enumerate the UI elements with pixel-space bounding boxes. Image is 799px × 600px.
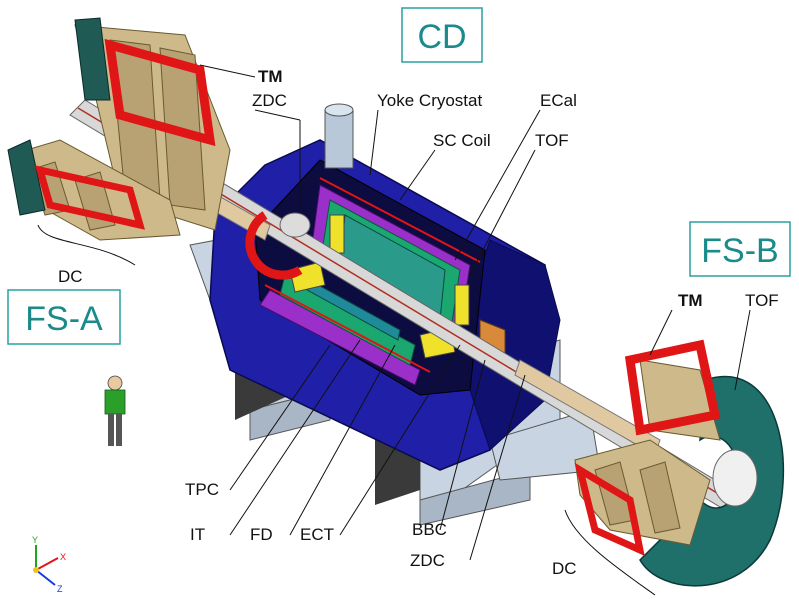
label-tpc: TPC bbox=[185, 480, 219, 499]
label-dc-left: DC bbox=[58, 267, 83, 286]
label-tof-top: TOF bbox=[535, 131, 569, 150]
label-tof-right: TOF bbox=[745, 291, 779, 310]
component-labels: TM ZDC Yoke Cryostat ECal SC Coil TOF DC… bbox=[58, 67, 779, 578]
region-fs-b-label: FS-B bbox=[701, 232, 778, 270]
fs-b-spectrometer bbox=[574, 339, 785, 587]
central-detector bbox=[209, 103, 561, 471]
region-fs-a: FS-A bbox=[7, 289, 121, 345]
leader-lines bbox=[37, 64, 751, 596]
zdc-left bbox=[245, 211, 311, 280]
axis-x-label: X bbox=[60, 552, 66, 562]
axis-z-label: Z bbox=[57, 584, 63, 594]
axis-y-label: Y bbox=[32, 535, 38, 545]
region-cd: CD bbox=[401, 7, 483, 63]
region-fs-b: FS-B bbox=[689, 221, 791, 277]
fs-a-spectrometer bbox=[7, 17, 231, 241]
label-ecal: ECal bbox=[540, 91, 577, 110]
label-ect: ECT bbox=[300, 525, 334, 544]
label-zdc-bottom: ZDC bbox=[410, 551, 445, 570]
region-fs-a-label: FS-A bbox=[25, 300, 103, 338]
label-sc-coil: SC Coil bbox=[433, 131, 491, 150]
label-zdc-top: ZDC bbox=[252, 91, 287, 110]
label-tm-right: TM bbox=[678, 291, 703, 310]
axes-icon: Y X Z bbox=[32, 535, 66, 594]
label-fd: FD bbox=[250, 525, 273, 544]
label-yoke-cryostat: Yoke Cryostat bbox=[377, 91, 482, 110]
label-bbc: BBC bbox=[412, 520, 447, 539]
label-it: IT bbox=[190, 525, 205, 544]
label-dc-right: DC bbox=[552, 559, 577, 578]
label-tm-top: TM bbox=[258, 67, 283, 86]
person-figure bbox=[104, 375, 126, 446]
region-cd-label: CD bbox=[417, 18, 466, 56]
